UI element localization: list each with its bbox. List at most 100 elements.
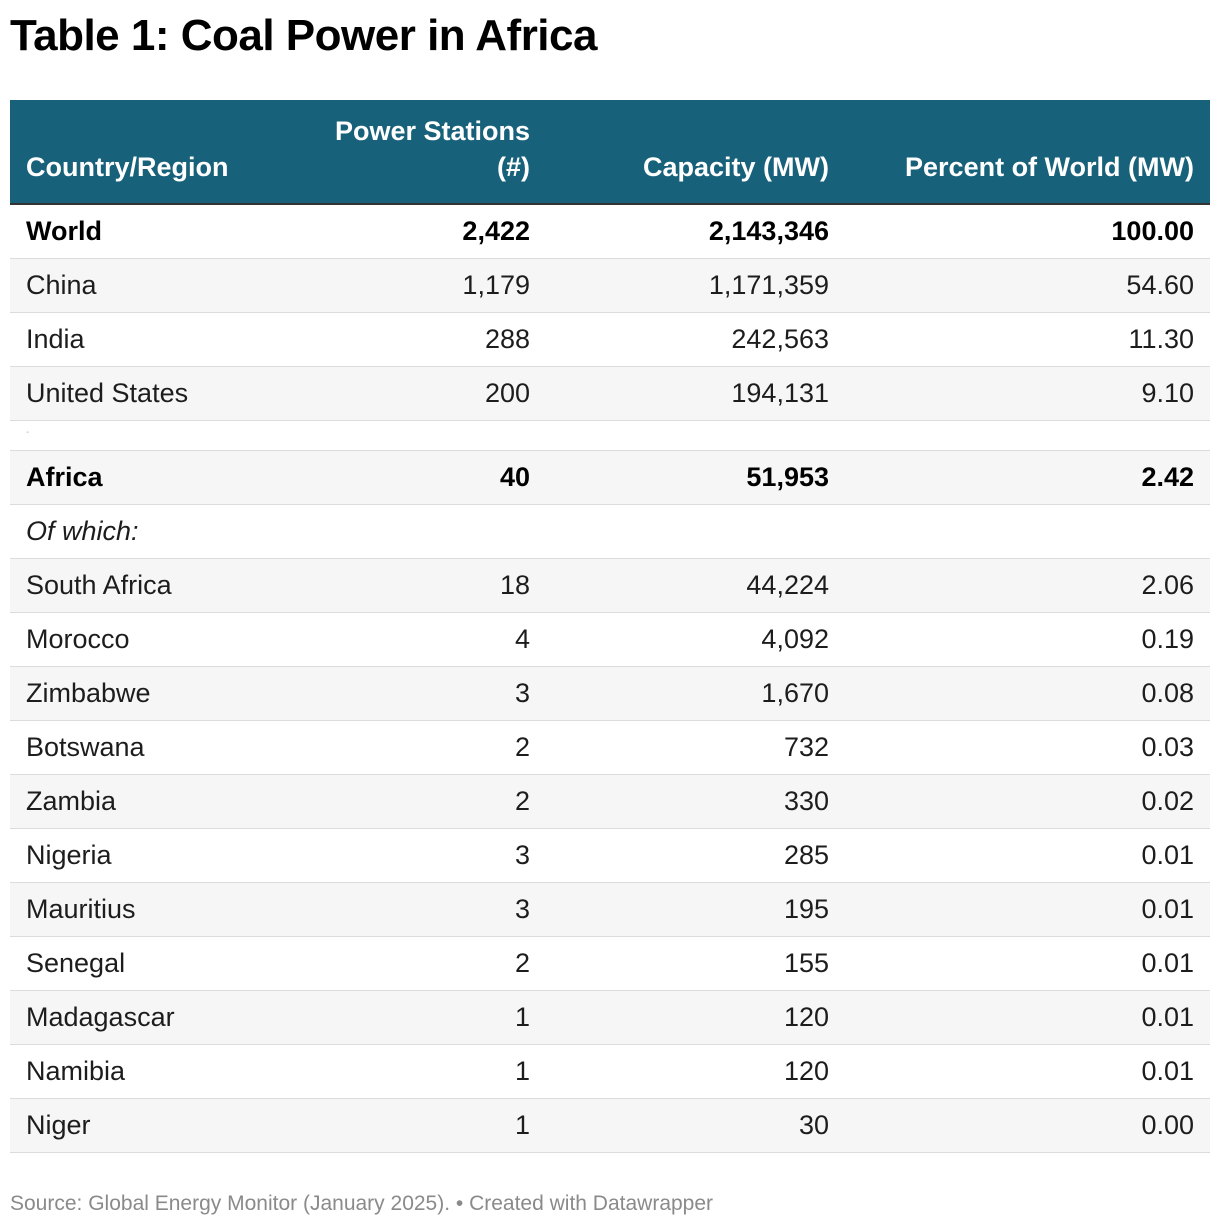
cell-country: Nigeria xyxy=(10,828,290,883)
cell-capacity xyxy=(546,420,845,451)
cell-power-stations xyxy=(290,504,546,559)
table-row: Of which: xyxy=(10,504,1210,559)
table-row: Morocco 4 4,092 0.19 xyxy=(10,612,1210,667)
cell-power-stations: 200 xyxy=(290,366,546,421)
cell-percent-of-world: 11.30 xyxy=(845,312,1210,367)
table-row: - xyxy=(10,420,1210,451)
cell-country: India xyxy=(10,312,290,367)
cell-power-stations: 3 xyxy=(290,882,546,937)
cell-percent-of-world: 0.02 xyxy=(845,774,1210,829)
cell-capacity: 30 xyxy=(546,1098,845,1153)
cell-country: Of which: xyxy=(10,504,290,559)
column-header-capacity[interactable]: Capacity (MW) xyxy=(546,100,845,205)
cell-country: Zimbabwe xyxy=(10,666,290,721)
cell-percent-of-world: 54.60 xyxy=(845,258,1210,313)
cell-power-stations: 1 xyxy=(290,1044,546,1099)
cell-percent-of-world: 0.00 xyxy=(845,1098,1210,1153)
table-row: Zimbabwe 3 1,670 0.08 xyxy=(10,666,1210,721)
cell-power-stations: 1 xyxy=(290,1098,546,1153)
table-row: Madagascar 1 120 0.01 xyxy=(10,990,1210,1045)
cell-country: Botswana xyxy=(10,720,290,775)
table-row: Mauritius 3 195 0.01 xyxy=(10,882,1210,937)
cell-country: Madagascar xyxy=(10,990,290,1045)
cell-percent-of-world: 2.06 xyxy=(845,558,1210,613)
table-row: Botswana 2 732 0.03 xyxy=(10,720,1210,775)
cell-capacity: 4,092 xyxy=(546,612,845,667)
cell-percent-of-world xyxy=(845,420,1210,451)
cell-percent-of-world: 2.42 xyxy=(845,450,1210,505)
cell-power-stations: 288 xyxy=(290,312,546,367)
cell-capacity: 155 xyxy=(546,936,845,991)
table-row: China 1,179 1,171,359 54.60 xyxy=(10,258,1210,313)
table-row: Nigeria 3 285 0.01 xyxy=(10,828,1210,883)
cell-power-stations: 1,179 xyxy=(290,258,546,313)
cell-country: United States xyxy=(10,366,290,421)
cell-power-stations: 2 xyxy=(290,774,546,829)
cell-capacity: 732 xyxy=(546,720,845,775)
cell-percent-of-world: 0.01 xyxy=(845,882,1210,937)
cell-percent-of-world: 0.01 xyxy=(845,828,1210,883)
table-body: World 2,422 2,143,346 100.00 China 1,179 1,171… xyxy=(10,204,1210,1153)
column-header-country[interactable]: Country/Region xyxy=(10,100,290,205)
cell-country: Africa xyxy=(10,450,290,505)
table-row: Niger 1 30 0.00 xyxy=(10,1098,1210,1153)
cell-capacity: 1,171,359 xyxy=(546,258,845,313)
table-row: Senegal 2 155 0.01 xyxy=(10,936,1210,991)
cell-power-stations: 3 xyxy=(290,828,546,883)
cell-percent-of-world xyxy=(845,504,1210,559)
cell-capacity: 120 xyxy=(546,1044,845,1099)
table-header: Country/Region Power Stations (#) Capaci… xyxy=(10,100,1210,205)
cell-country: Mauritius xyxy=(10,882,290,937)
header-row: Country/Region Power Stations (#) Capaci… xyxy=(10,100,1210,205)
table-row: Africa 40 51,953 2.42 xyxy=(10,450,1210,505)
cell-power-stations: 40 xyxy=(290,450,546,505)
table-row: United States 200 194,131 9.10 xyxy=(10,366,1210,421)
cell-country: Senegal xyxy=(10,936,290,991)
table-row: Zambia 2 330 0.02 xyxy=(10,774,1210,829)
data-table-container: Country/Region Power Stations (#) Capaci… xyxy=(10,100,1210,1153)
cell-capacity: 120 xyxy=(546,990,845,1045)
cell-percent-of-world: 0.19 xyxy=(845,612,1210,667)
cell-power-stations: 2,422 xyxy=(290,204,546,259)
cell-country: South Africa xyxy=(10,558,290,613)
cell-power-stations: 4 xyxy=(290,612,546,667)
cell-percent-of-world: 0.01 xyxy=(845,990,1210,1045)
cell-country: Morocco xyxy=(10,612,290,667)
cell-percent-of-world: 0.08 xyxy=(845,666,1210,721)
cell-capacity: 1,670 xyxy=(546,666,845,721)
cell-capacity xyxy=(546,504,845,559)
cell-power-stations: 3 xyxy=(290,666,546,721)
table-row: India 288 242,563 11.30 xyxy=(10,312,1210,367)
table-title: Table 1: Coal Power in Africa xyxy=(10,11,597,60)
cell-power-stations: 1 xyxy=(290,990,546,1045)
cell-capacity: 44,224 xyxy=(546,558,845,613)
table-row: Namibia 1 120 0.01 xyxy=(10,1044,1210,1099)
cell-country: - xyxy=(10,420,290,451)
coal-power-table: Country/Region Power Stations (#) Capaci… xyxy=(10,100,1210,1153)
cell-capacity: 195 xyxy=(546,882,845,937)
column-header-percent-of-world[interactable]: Percent of World (MW) xyxy=(845,100,1210,205)
cell-capacity: 242,563 xyxy=(546,312,845,367)
cell-capacity: 51,953 xyxy=(546,450,845,505)
cell-country: Niger xyxy=(10,1098,290,1153)
cell-country: Namibia xyxy=(10,1044,290,1099)
cell-country: Zambia xyxy=(10,774,290,829)
cell-capacity: 2,143,346 xyxy=(546,204,845,259)
cell-capacity: 285 xyxy=(546,828,845,883)
cell-power-stations: 18 xyxy=(290,558,546,613)
source-note: Source: Global Energy Monitor (January 2… xyxy=(10,1192,714,1215)
cell-percent-of-world: 100.00 xyxy=(845,204,1210,259)
cell-percent-of-world: 0.03 xyxy=(845,720,1210,775)
cell-power-stations: 2 xyxy=(290,936,546,991)
cell-capacity: 194,131 xyxy=(546,366,845,421)
cell-power-stations xyxy=(290,420,546,451)
cell-capacity: 330 xyxy=(546,774,845,829)
table-row: World 2,422 2,143,346 100.00 xyxy=(10,204,1210,259)
cell-percent-of-world: 0.01 xyxy=(845,936,1210,991)
column-header-power-stations[interactable]: Power Stations (#) xyxy=(290,100,546,205)
table-row: South Africa 18 44,224 2.06 xyxy=(10,558,1210,613)
cell-country: World xyxy=(10,204,290,259)
cell-country: China xyxy=(10,258,290,313)
cell-percent-of-world: 9.10 xyxy=(845,366,1210,421)
cell-percent-of-world: 0.01 xyxy=(845,1044,1210,1099)
